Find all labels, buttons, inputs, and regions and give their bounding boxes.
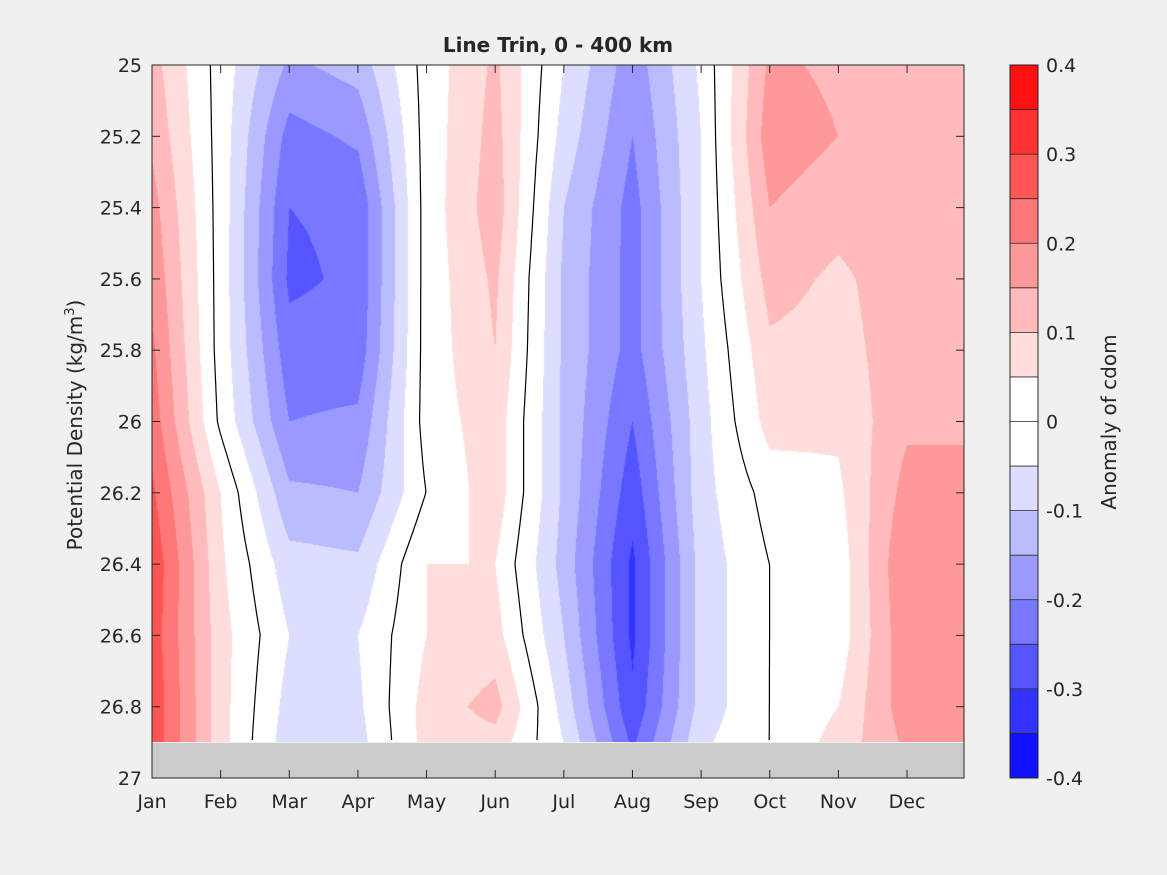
- y-tick-label: 26.2: [100, 483, 142, 505]
- colorbar-tick-label: -0.3: [1046, 679, 1083, 701]
- colorbar-band: [1010, 65, 1038, 111]
- chart-title: Line Trin, 0 - 400 km: [443, 33, 673, 57]
- x-tick-label: Nov: [820, 791, 857, 813]
- colorbar: 0.4 0.3 0.2 0.1 0 -0.1 -0.2 -0.3 -0.4 Anomaly of…: [1009, 55, 1121, 790]
- colorbar-band: [1010, 332, 1038, 378]
- colorbar-band: [1010, 287, 1038, 333]
- x-tick-label: Oct: [753, 791, 786, 813]
- colorbar-tick-label: 0: [1046, 412, 1058, 434]
- y-tick-label: 26: [118, 412, 142, 434]
- colorbar-band: [1010, 644, 1038, 690]
- colorbar-ticks: 0.4 0.3 0.2 0.1 0 -0.1 -0.2 -0.3 -0.4: [1046, 55, 1083, 790]
- colorbar-band: [1010, 510, 1038, 556]
- colorbar-band: [1010, 599, 1038, 645]
- x-tick-label: Apr: [341, 791, 374, 813]
- y-axis-label-close: ): [63, 300, 87, 308]
- y-axis-label-sup: 3: [63, 307, 78, 315]
- heatmap-image: [152, 65, 964, 742]
- colorbar-band: [1010, 154, 1038, 200]
- zero-contour-line: [713, 64, 771, 740]
- colorbar-band: [1010, 688, 1038, 734]
- x-tick-label: Jul: [551, 791, 575, 813]
- x-tick-label: Jan: [136, 791, 166, 813]
- colorbar-band: [1010, 376, 1038, 422]
- x-tick-label: Dec: [889, 791, 926, 813]
- colorbar-tick-label: -0.2: [1046, 590, 1083, 612]
- x-tick-label: Feb: [204, 791, 238, 813]
- y-tick-label: 26.8: [100, 697, 142, 719]
- colorbar-band: [1010, 421, 1038, 467]
- zero-contours: [209, 64, 771, 741]
- x-tick-label: Jun: [479, 791, 510, 813]
- y-axis-label: Potential Density (kg/m3): [63, 300, 87, 551]
- colorbar-band: [1010, 466, 1038, 512]
- colorbar-band: [1010, 109, 1038, 155]
- colorbar-band: [1010, 555, 1038, 601]
- colorbar-band: [1010, 198, 1038, 244]
- zero-contour-line: [209, 64, 261, 741]
- plot-area: Jan Feb Mar Apr May Jun Jul Aug Sep Oct Nov Dec 252…: [100, 55, 965, 813]
- colorbar-band: [1010, 243, 1038, 289]
- x-tick-label: Sep: [683, 791, 719, 813]
- zero-contour-line: [388, 64, 427, 741]
- x-tick-label: Mar: [271, 791, 307, 813]
- y-tick-label: 26.4: [100, 554, 142, 576]
- y-tick-label: 25.6: [100, 269, 142, 291]
- x-tick-label: Aug: [614, 791, 651, 813]
- colorbar-tick-label: 0.3: [1046, 144, 1076, 166]
- y-axis-label-main: Potential Density (kg/m: [63, 316, 87, 551]
- colorbar-tick-label: 0.1: [1046, 322, 1076, 344]
- x-ticks: Jan Feb Mar Apr May Jun Jul Aug Sep Oct Nov Dec: [136, 65, 925, 813]
- colorbar-tick-label: -0.1: [1046, 501, 1083, 523]
- colorbar-tick-label: -0.4: [1046, 768, 1083, 790]
- y-ticks: 25 25.2 25.4 25.6 25.8 26 26.2 26.4 26.6 26.8 27: [100, 55, 964, 790]
- colorbar-bands: [1010, 65, 1038, 779]
- x-tick-label: May: [407, 791, 446, 813]
- no-data-band: [152, 743, 964, 778]
- y-tick-label: 25.4: [100, 198, 142, 220]
- colorbar-frame: [1009, 64, 1039, 779]
- y-tick-label: 25: [118, 55, 142, 77]
- y-tick-label: 26.6: [100, 625, 142, 647]
- y-tick-label: 25.8: [100, 340, 142, 362]
- colorbar-band: [1010, 733, 1038, 779]
- colorbar-label: Anomaly of cdom: [1097, 334, 1121, 509]
- y-tick-label: 27: [118, 768, 142, 790]
- colorbar-tick-label: 0.2: [1046, 233, 1076, 255]
- zero-contour-line: [514, 64, 543, 741]
- colorbar-tick-label: 0.4: [1046, 55, 1076, 77]
- y-tick-label: 25.2: [100, 126, 142, 148]
